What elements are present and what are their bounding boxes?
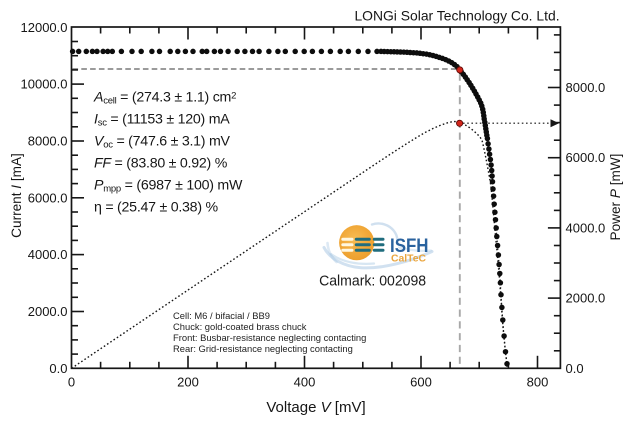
svg-text:2000.0: 2000.0 — [566, 291, 606, 306]
svg-text:8000.0: 8000.0 — [566, 80, 606, 95]
svg-text:Pmpp = (6987 ± 100) mW: Pmpp = (6987 ± 100) mW — [94, 177, 243, 194]
svg-text:LONGi Solar Technology Co. Ltd: LONGi Solar Technology Co. Ltd. — [354, 8, 559, 24]
svg-text:Voltage V [mV]: Voltage V [mV] — [266, 399, 365, 416]
svg-text:Power P [mW]: Power P [mW] — [608, 154, 623, 241]
svg-text:2000.0: 2000.0 — [28, 304, 68, 319]
svg-text:0.0: 0.0 — [566, 361, 584, 376]
svg-text:10000.0: 10000.0 — [21, 77, 68, 92]
svg-text:6000.0: 6000.0 — [566, 150, 606, 165]
svg-text:Calmark: 002098: Calmark: 002098 — [319, 272, 426, 289]
svg-text:Voc = (747.6 ± 3.1) mV: Voc = (747.6 ± 3.1) mV — [94, 133, 231, 150]
svg-text:8000.0: 8000.0 — [28, 133, 68, 148]
svg-text:CalTeC: CalTeC — [391, 253, 426, 265]
svg-text:0: 0 — [68, 375, 75, 390]
svg-text:Rear: Grid-resistance neglecti: Rear: Grid-resistance neglecting contact… — [173, 343, 353, 354]
svg-text:800: 800 — [527, 375, 549, 390]
svg-text:FF = (83.80 ± 0.92) %: FF = (83.80 ± 0.92) % — [94, 155, 228, 171]
svg-text:4000.0: 4000.0 — [566, 220, 606, 235]
svg-text:Acell = (274.3 ± 1.1) cm2: Acell = (274.3 ± 1.1) cm2 — [93, 89, 236, 106]
svg-text:ISFH: ISFH — [390, 235, 429, 257]
svg-text:Cell: M6 / bifacial / BB9: Cell: M6 / bifacial / BB9 — [173, 310, 270, 321]
svg-text:600: 600 — [410, 375, 432, 390]
svg-text:0.0: 0.0 — [49, 361, 67, 376]
svg-text:4000.0: 4000.0 — [28, 247, 68, 262]
svg-text:Isc = (11153 ± 120) mA: Isc = (11153 ± 120) mA — [94, 111, 230, 128]
svg-text:Front: Busbar-resistance negle: Front: Busbar-resistance neglecting cont… — [173, 332, 366, 343]
svg-text:400: 400 — [294, 375, 316, 390]
svg-text:η = (25.47 ± 0.38) %: η = (25.47 ± 0.38) % — [94, 199, 218, 215]
svg-text:Chuck: gold-coated brass chuck: Chuck: gold-coated brass chuck — [173, 321, 307, 332]
svg-text:200: 200 — [177, 375, 199, 390]
svg-text:12000.0: 12000.0 — [21, 20, 68, 35]
svg-text:Current I [mA]: Current I [mA] — [9, 153, 24, 238]
svg-text:6000.0: 6000.0 — [28, 190, 68, 205]
